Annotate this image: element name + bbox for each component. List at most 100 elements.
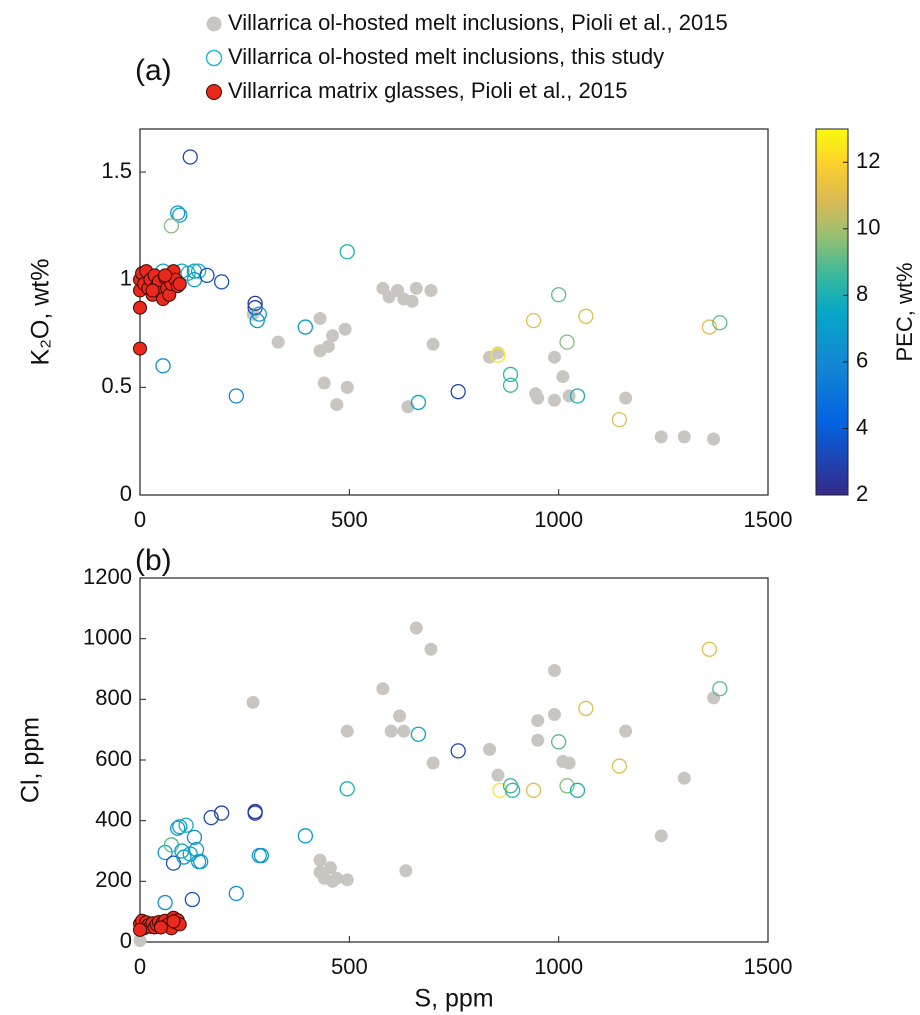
point bbox=[569, 782, 586, 798]
x-tick-label: 1500 bbox=[744, 507, 793, 532]
point bbox=[562, 756, 576, 770]
point bbox=[338, 322, 352, 336]
point bbox=[547, 664, 561, 678]
point bbox=[409, 621, 423, 635]
y-axis-label: K₂O, wt% bbox=[27, 259, 55, 366]
colorbar-label: PEC, wt% bbox=[892, 262, 917, 361]
point bbox=[547, 708, 561, 721]
point bbox=[339, 244, 355, 260]
point bbox=[619, 391, 633, 405]
point bbox=[172, 207, 188, 223]
point bbox=[153, 920, 168, 935]
colorbar-tick-label: 8 bbox=[856, 281, 868, 306]
point bbox=[677, 430, 691, 444]
point bbox=[707, 432, 721, 446]
point bbox=[170, 820, 186, 836]
point bbox=[249, 312, 265, 329]
x-tick-label: 500 bbox=[331, 954, 368, 979]
point bbox=[172, 277, 187, 292]
point bbox=[712, 315, 728, 331]
point bbox=[426, 756, 440, 770]
point bbox=[157, 894, 173, 911]
colorbar-tick-label: 12 bbox=[856, 148, 880, 173]
y-tick-label: 200 bbox=[95, 867, 132, 892]
point bbox=[450, 743, 466, 759]
point bbox=[424, 642, 438, 656]
point bbox=[170, 205, 186, 221]
point bbox=[450, 384, 466, 400]
legend-label: Villarrica ol-hosted melt inclusions, Pi… bbox=[228, 10, 728, 35]
point bbox=[547, 350, 561, 364]
point bbox=[409, 281, 423, 295]
point bbox=[393, 709, 407, 723]
point bbox=[271, 335, 285, 349]
y-tick-label: 1000 bbox=[83, 624, 132, 649]
point bbox=[492, 782, 508, 798]
point bbox=[184, 891, 200, 908]
point bbox=[525, 312, 542, 329]
point bbox=[531, 391, 545, 405]
point bbox=[426, 337, 440, 351]
colorbar-tick-label: 6 bbox=[856, 348, 868, 373]
point bbox=[410, 726, 427, 742]
point bbox=[611, 411, 628, 428]
point bbox=[504, 782, 521, 798]
point bbox=[611, 758, 628, 774]
point bbox=[165, 855, 182, 871]
legend-marker bbox=[206, 16, 222, 32]
point bbox=[155, 358, 171, 374]
point bbox=[619, 724, 633, 738]
point bbox=[556, 370, 570, 384]
y-tick-label: 1.5 bbox=[101, 158, 132, 183]
point bbox=[174, 843, 190, 859]
point bbox=[340, 724, 354, 738]
point bbox=[133, 922, 147, 937]
point bbox=[531, 733, 545, 747]
point bbox=[339, 781, 355, 797]
point bbox=[133, 300, 147, 315]
point bbox=[531, 714, 545, 728]
point bbox=[405, 294, 419, 308]
point bbox=[326, 329, 340, 343]
colorbar-tick-label: 4 bbox=[856, 414, 868, 439]
point bbox=[330, 398, 344, 412]
point bbox=[133, 933, 147, 947]
x-tick-label: 0 bbox=[134, 954, 146, 979]
point bbox=[559, 334, 575, 350]
point bbox=[213, 274, 230, 290]
point bbox=[562, 389, 576, 403]
x-axis-label: S, ppm bbox=[414, 985, 493, 1013]
point bbox=[701, 641, 718, 657]
point bbox=[502, 377, 519, 393]
point bbox=[193, 853, 209, 870]
y-tick-label: 800 bbox=[95, 685, 132, 710]
y-tick-label: 1 bbox=[120, 266, 132, 291]
point bbox=[424, 283, 438, 297]
point bbox=[502, 366, 519, 383]
y-tick-label: 0 bbox=[120, 481, 132, 506]
y-tick-label: 600 bbox=[95, 746, 132, 771]
point bbox=[317, 376, 331, 390]
colorbar-tick-label: 10 bbox=[856, 215, 880, 240]
point bbox=[158, 268, 173, 283]
colorbar bbox=[815, 128, 849, 496]
point bbox=[186, 829, 203, 845]
x-tick-label: 1000 bbox=[534, 507, 583, 532]
y-tick-label: 1200 bbox=[83, 564, 132, 589]
point bbox=[578, 700, 594, 717]
point bbox=[247, 805, 263, 821]
point bbox=[654, 430, 668, 444]
point bbox=[297, 319, 314, 335]
point bbox=[397, 724, 411, 738]
legend-label: Villarrica matrix glasses, Pioli et al.,… bbox=[228, 78, 627, 103]
point bbox=[399, 864, 413, 878]
x-tick-label: 500 bbox=[331, 507, 368, 532]
point bbox=[410, 394, 427, 411]
point bbox=[313, 311, 327, 325]
point bbox=[491, 346, 505, 360]
point bbox=[330, 871, 344, 885]
point bbox=[246, 695, 260, 709]
plot-frame bbox=[139, 128, 769, 496]
point bbox=[297, 828, 314, 844]
